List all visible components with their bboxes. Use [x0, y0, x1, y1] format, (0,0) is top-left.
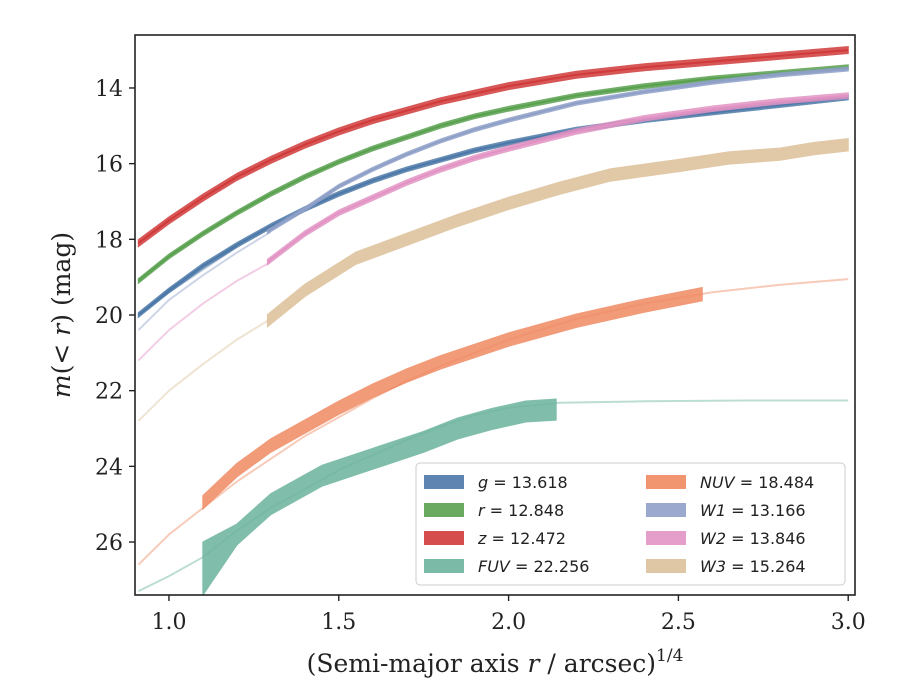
- series-z-band: [137, 46, 849, 248]
- series-w2-extrapolation: [137, 261, 272, 362]
- legend-swatch-w3: [646, 559, 686, 573]
- y-tick-label: 18: [95, 228, 123, 253]
- x-tick-label: 1.0: [151, 610, 186, 635]
- series-w3-band: [266, 138, 849, 328]
- x-tick-label: 3.0: [831, 610, 866, 635]
- legend: g = 13.618 NUV = 18.484 r = 12.848 W1 = 13.…: [415, 462, 846, 586]
- y-tick-label: 26: [95, 531, 123, 556]
- series-w2-line: [266, 94, 849, 263]
- y-tick-label: 20: [95, 304, 123, 329]
- series-w1-band: [266, 66, 849, 235]
- y-tick-label: 22: [95, 380, 123, 405]
- legend-entry-z: z = 12.472: [477, 529, 566, 548]
- legend-swatch-fuv: [424, 559, 464, 573]
- legend-entry-w3: W3 = 15.264: [700, 557, 806, 576]
- legend-swatch-w2: [646, 531, 686, 545]
- series-w2-band: [266, 92, 849, 266]
- axes: 1.0 1.5 2.0 2.5 3.0 14 16 18 20 22 24 26: [95, 34, 866, 635]
- legend-swatch-nuv: [646, 475, 686, 489]
- legend-box: [415, 462, 846, 586]
- series-w3-extrapolation: [137, 317, 272, 422]
- x-tick-label: 2.5: [661, 610, 696, 635]
- series-z-line: [137, 49, 849, 244]
- x-tick-label: 1.5: [321, 610, 356, 635]
- legend-swatch-z: [424, 531, 464, 545]
- series-w1-line: [266, 68, 849, 233]
- legend-entry-g: g = 13.618: [478, 473, 568, 492]
- legend-entry-r: r = 12.848: [478, 501, 564, 520]
- legend-entry-w1: W1 = 13.166: [700, 501, 806, 520]
- plot-area: [137, 46, 849, 595]
- legend-swatch-w1: [646, 503, 686, 517]
- legend-swatch-r: [424, 503, 464, 517]
- x-tick-label: 2.0: [491, 610, 526, 635]
- legend-swatch-g: [424, 475, 464, 489]
- series-w1-extrapolation: [137, 230, 272, 331]
- y-tick-label: 14: [95, 77, 123, 102]
- series-fuv-band: [202, 398, 557, 595]
- x-axis-label: (Semi-major axis r / arcsec)1/4: [307, 646, 684, 678]
- legend-entry-fuv: FUV = 22.256: [478, 557, 589, 576]
- legend-entry-nuv: NUV = 18.484: [700, 473, 814, 492]
- legend-entry-w2: W2 = 13.846: [700, 529, 806, 548]
- y-tick-label: 16: [95, 153, 123, 178]
- y-tick-label: 24: [95, 455, 123, 480]
- series-r-line: [137, 66, 849, 282]
- series-nuv-band: [202, 286, 703, 511]
- y-axis-label: m(< r) (mag): [47, 232, 76, 398]
